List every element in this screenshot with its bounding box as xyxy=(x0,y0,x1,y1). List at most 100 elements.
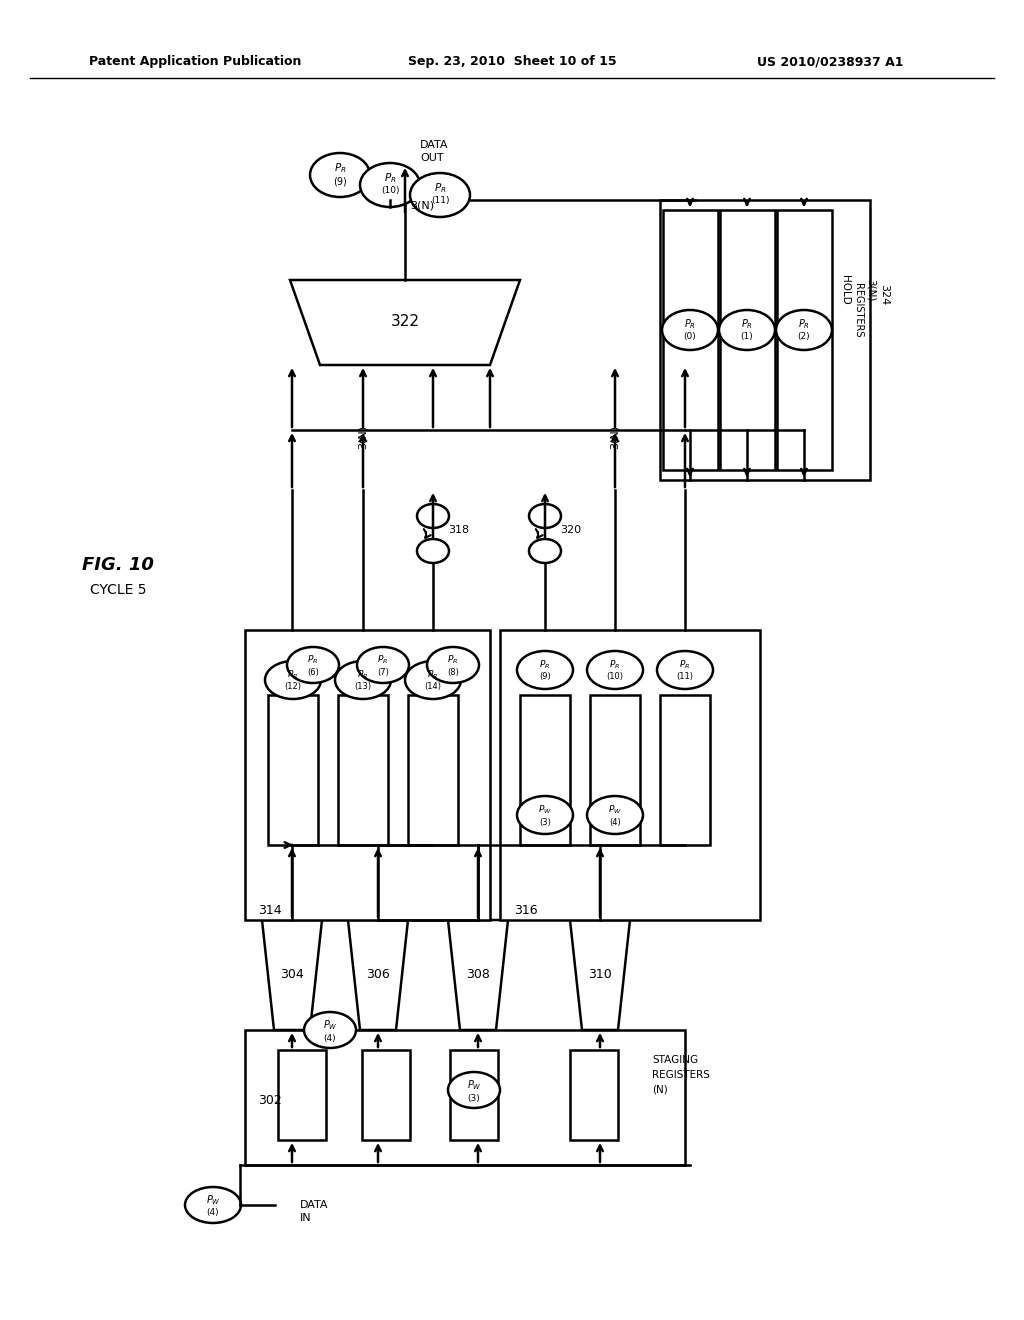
Ellipse shape xyxy=(360,162,420,207)
Ellipse shape xyxy=(449,1072,500,1107)
Text: $P_W$: $P_W$ xyxy=(467,1078,481,1092)
Bar xyxy=(450,1049,498,1140)
Ellipse shape xyxy=(335,661,391,700)
Text: (1): (1) xyxy=(740,333,754,342)
Text: $P_R$: $P_R$ xyxy=(741,317,753,331)
Bar xyxy=(663,210,718,470)
Text: CYCLE 5: CYCLE 5 xyxy=(90,583,146,597)
Text: (11): (11) xyxy=(431,197,450,206)
Text: FIG. 10: FIG. 10 xyxy=(82,556,154,574)
Ellipse shape xyxy=(417,539,449,564)
Text: 324: 324 xyxy=(879,284,889,306)
Ellipse shape xyxy=(427,647,479,682)
Text: $P_R$: $P_R$ xyxy=(447,653,459,667)
Text: (9): (9) xyxy=(539,672,551,681)
Bar xyxy=(777,210,831,470)
Polygon shape xyxy=(348,920,408,1030)
Text: $P_R$: $P_R$ xyxy=(307,653,318,667)
Ellipse shape xyxy=(517,796,573,834)
Text: DATA: DATA xyxy=(300,1200,329,1210)
Text: $P_R$: $P_R$ xyxy=(684,317,696,331)
Text: $P_W$: $P_W$ xyxy=(323,1018,337,1032)
Text: $P_R$: $P_R$ xyxy=(384,172,396,185)
Text: $P_R$: $P_R$ xyxy=(378,653,389,667)
Text: $P_W$: $P_W$ xyxy=(608,804,622,816)
Bar xyxy=(338,696,388,845)
Text: REGISTERS: REGISTERS xyxy=(853,282,863,337)
Text: $P_R$: $P_R$ xyxy=(357,669,369,681)
Bar xyxy=(520,696,570,845)
Text: (3): (3) xyxy=(539,817,551,826)
Text: $P_R$: $P_R$ xyxy=(679,659,690,672)
Text: (6): (6) xyxy=(307,668,318,676)
Text: REGISTERS: REGISTERS xyxy=(652,1071,710,1080)
Ellipse shape xyxy=(719,310,775,350)
Text: OUT: OUT xyxy=(420,153,443,162)
Text: (8): (8) xyxy=(447,668,459,676)
Text: $P_R$: $P_R$ xyxy=(798,317,810,331)
Text: $P_R$: $P_R$ xyxy=(609,659,621,672)
Text: 310: 310 xyxy=(588,969,612,982)
Text: (13): (13) xyxy=(354,682,372,692)
Text: 314: 314 xyxy=(258,903,282,916)
Bar xyxy=(245,1030,685,1166)
Ellipse shape xyxy=(287,647,339,682)
Bar xyxy=(720,210,775,470)
Text: 3(N): 3(N) xyxy=(866,279,876,301)
Text: (11): (11) xyxy=(677,672,693,681)
Ellipse shape xyxy=(587,651,643,689)
Text: STAGING: STAGING xyxy=(652,1055,698,1065)
Text: $P_W$: $P_W$ xyxy=(538,804,552,816)
Text: (4): (4) xyxy=(609,817,621,826)
Ellipse shape xyxy=(357,647,409,682)
Text: (3): (3) xyxy=(468,1093,480,1102)
Text: (4): (4) xyxy=(207,1209,219,1217)
Text: 3(N): 3(N) xyxy=(410,201,434,210)
Text: 308: 308 xyxy=(466,969,489,982)
Text: (N): (N) xyxy=(652,1085,668,1096)
Ellipse shape xyxy=(529,504,561,528)
Polygon shape xyxy=(449,920,508,1030)
Text: 322: 322 xyxy=(390,314,420,330)
Text: $P_R$: $P_R$ xyxy=(434,181,446,195)
Text: 316: 316 xyxy=(514,903,538,916)
Ellipse shape xyxy=(310,153,370,197)
Text: 320: 320 xyxy=(560,525,582,535)
Text: 318: 318 xyxy=(449,525,469,535)
Text: $P_R$: $P_R$ xyxy=(334,161,346,176)
Ellipse shape xyxy=(417,504,449,528)
Ellipse shape xyxy=(662,310,718,350)
Text: (12): (12) xyxy=(285,682,301,692)
Ellipse shape xyxy=(587,796,643,834)
Bar xyxy=(268,696,318,845)
Text: (10): (10) xyxy=(381,186,399,195)
Ellipse shape xyxy=(410,173,470,216)
Text: 302: 302 xyxy=(258,1093,282,1106)
Text: (9): (9) xyxy=(333,176,347,186)
Bar xyxy=(500,630,760,920)
Text: $P_R$: $P_R$ xyxy=(288,669,299,681)
Text: Patent Application Publication: Patent Application Publication xyxy=(89,55,301,69)
Text: US 2010/0238937 A1: US 2010/0238937 A1 xyxy=(757,55,903,69)
Text: 304: 304 xyxy=(281,969,304,982)
Bar xyxy=(362,1049,410,1140)
Text: HOLD: HOLD xyxy=(840,275,850,305)
Ellipse shape xyxy=(657,651,713,689)
Text: (14): (14) xyxy=(425,682,441,692)
Polygon shape xyxy=(262,920,322,1030)
Text: IN: IN xyxy=(300,1213,311,1224)
Ellipse shape xyxy=(304,1012,356,1048)
Bar xyxy=(278,1049,326,1140)
Ellipse shape xyxy=(776,310,831,350)
Text: 3(N): 3(N) xyxy=(610,425,620,449)
Text: $P_W$: $P_W$ xyxy=(206,1193,220,1206)
Ellipse shape xyxy=(185,1187,241,1224)
Ellipse shape xyxy=(406,661,461,700)
Bar xyxy=(660,201,870,480)
Text: DATA: DATA xyxy=(420,140,449,150)
Bar xyxy=(245,630,490,920)
Text: Sep. 23, 2010  Sheet 10 of 15: Sep. 23, 2010 Sheet 10 of 15 xyxy=(408,55,616,69)
Text: (4): (4) xyxy=(324,1034,336,1043)
Text: 3(N): 3(N) xyxy=(358,425,368,449)
Bar xyxy=(408,696,458,845)
